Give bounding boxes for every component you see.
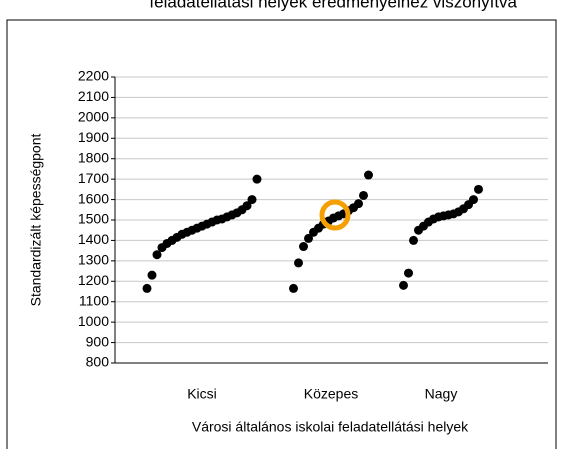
data-point [364, 170, 373, 180]
data-point [354, 199, 363, 209]
y-tick-label: 1400 [78, 231, 109, 247]
x-tick-label: Kicsi [187, 386, 217, 402]
data-point [474, 184, 483, 194]
data-point [247, 195, 257, 205]
data-point [399, 280, 408, 290]
y-tick-label: 1000 [78, 313, 109, 329]
data-point [359, 190, 368, 200]
y-tick-label: 1700 [78, 170, 109, 186]
x-tick-label: Nagy [425, 386, 458, 402]
data-point [299, 242, 308, 252]
y-tick-label: 2000 [78, 109, 109, 125]
data-point [289, 283, 298, 293]
y-tick-label: 1900 [78, 129, 109, 145]
y-tick-label: 1200 [78, 272, 109, 288]
y-tick-label: 800 [86, 354, 110, 370]
data-point [152, 250, 162, 260]
x-tick-label: Közepes [304, 386, 358, 402]
data-point [404, 268, 413, 278]
data-point [147, 270, 157, 280]
data-point [242, 201, 252, 211]
y-tick-label: 2200 [78, 68, 109, 84]
y-axis-title: Standardizált képességpont [28, 134, 44, 307]
data-point [409, 235, 418, 245]
data-point [294, 258, 303, 268]
data-point [142, 283, 152, 293]
data-point [304, 233, 313, 243]
y-tick-label: 1100 [79, 292, 109, 308]
chart-frame [6, 19, 557, 449]
highlight-ring [319, 199, 351, 231]
y-tick-label: 900 [86, 333, 110, 349]
y-tick-label: 1600 [78, 190, 109, 206]
plot-area: 800 900 1000 1100 1200 1300 1400 1500 1600 1700 18… [78, 68, 548, 402]
chart-title: feladatellátási helyek eredményeihez vis… [149, 0, 517, 11]
y-tick-label: 2100 [78, 88, 109, 104]
y-tick-label: 1500 [78, 211, 109, 227]
data-point [252, 174, 262, 184]
y-tick-label: 1300 [78, 252, 109, 268]
y-tick-label: 1800 [78, 149, 109, 165]
data-point [469, 195, 478, 205]
x-axis-title: Városi általános iskolai feladatellátási… [192, 419, 469, 435]
